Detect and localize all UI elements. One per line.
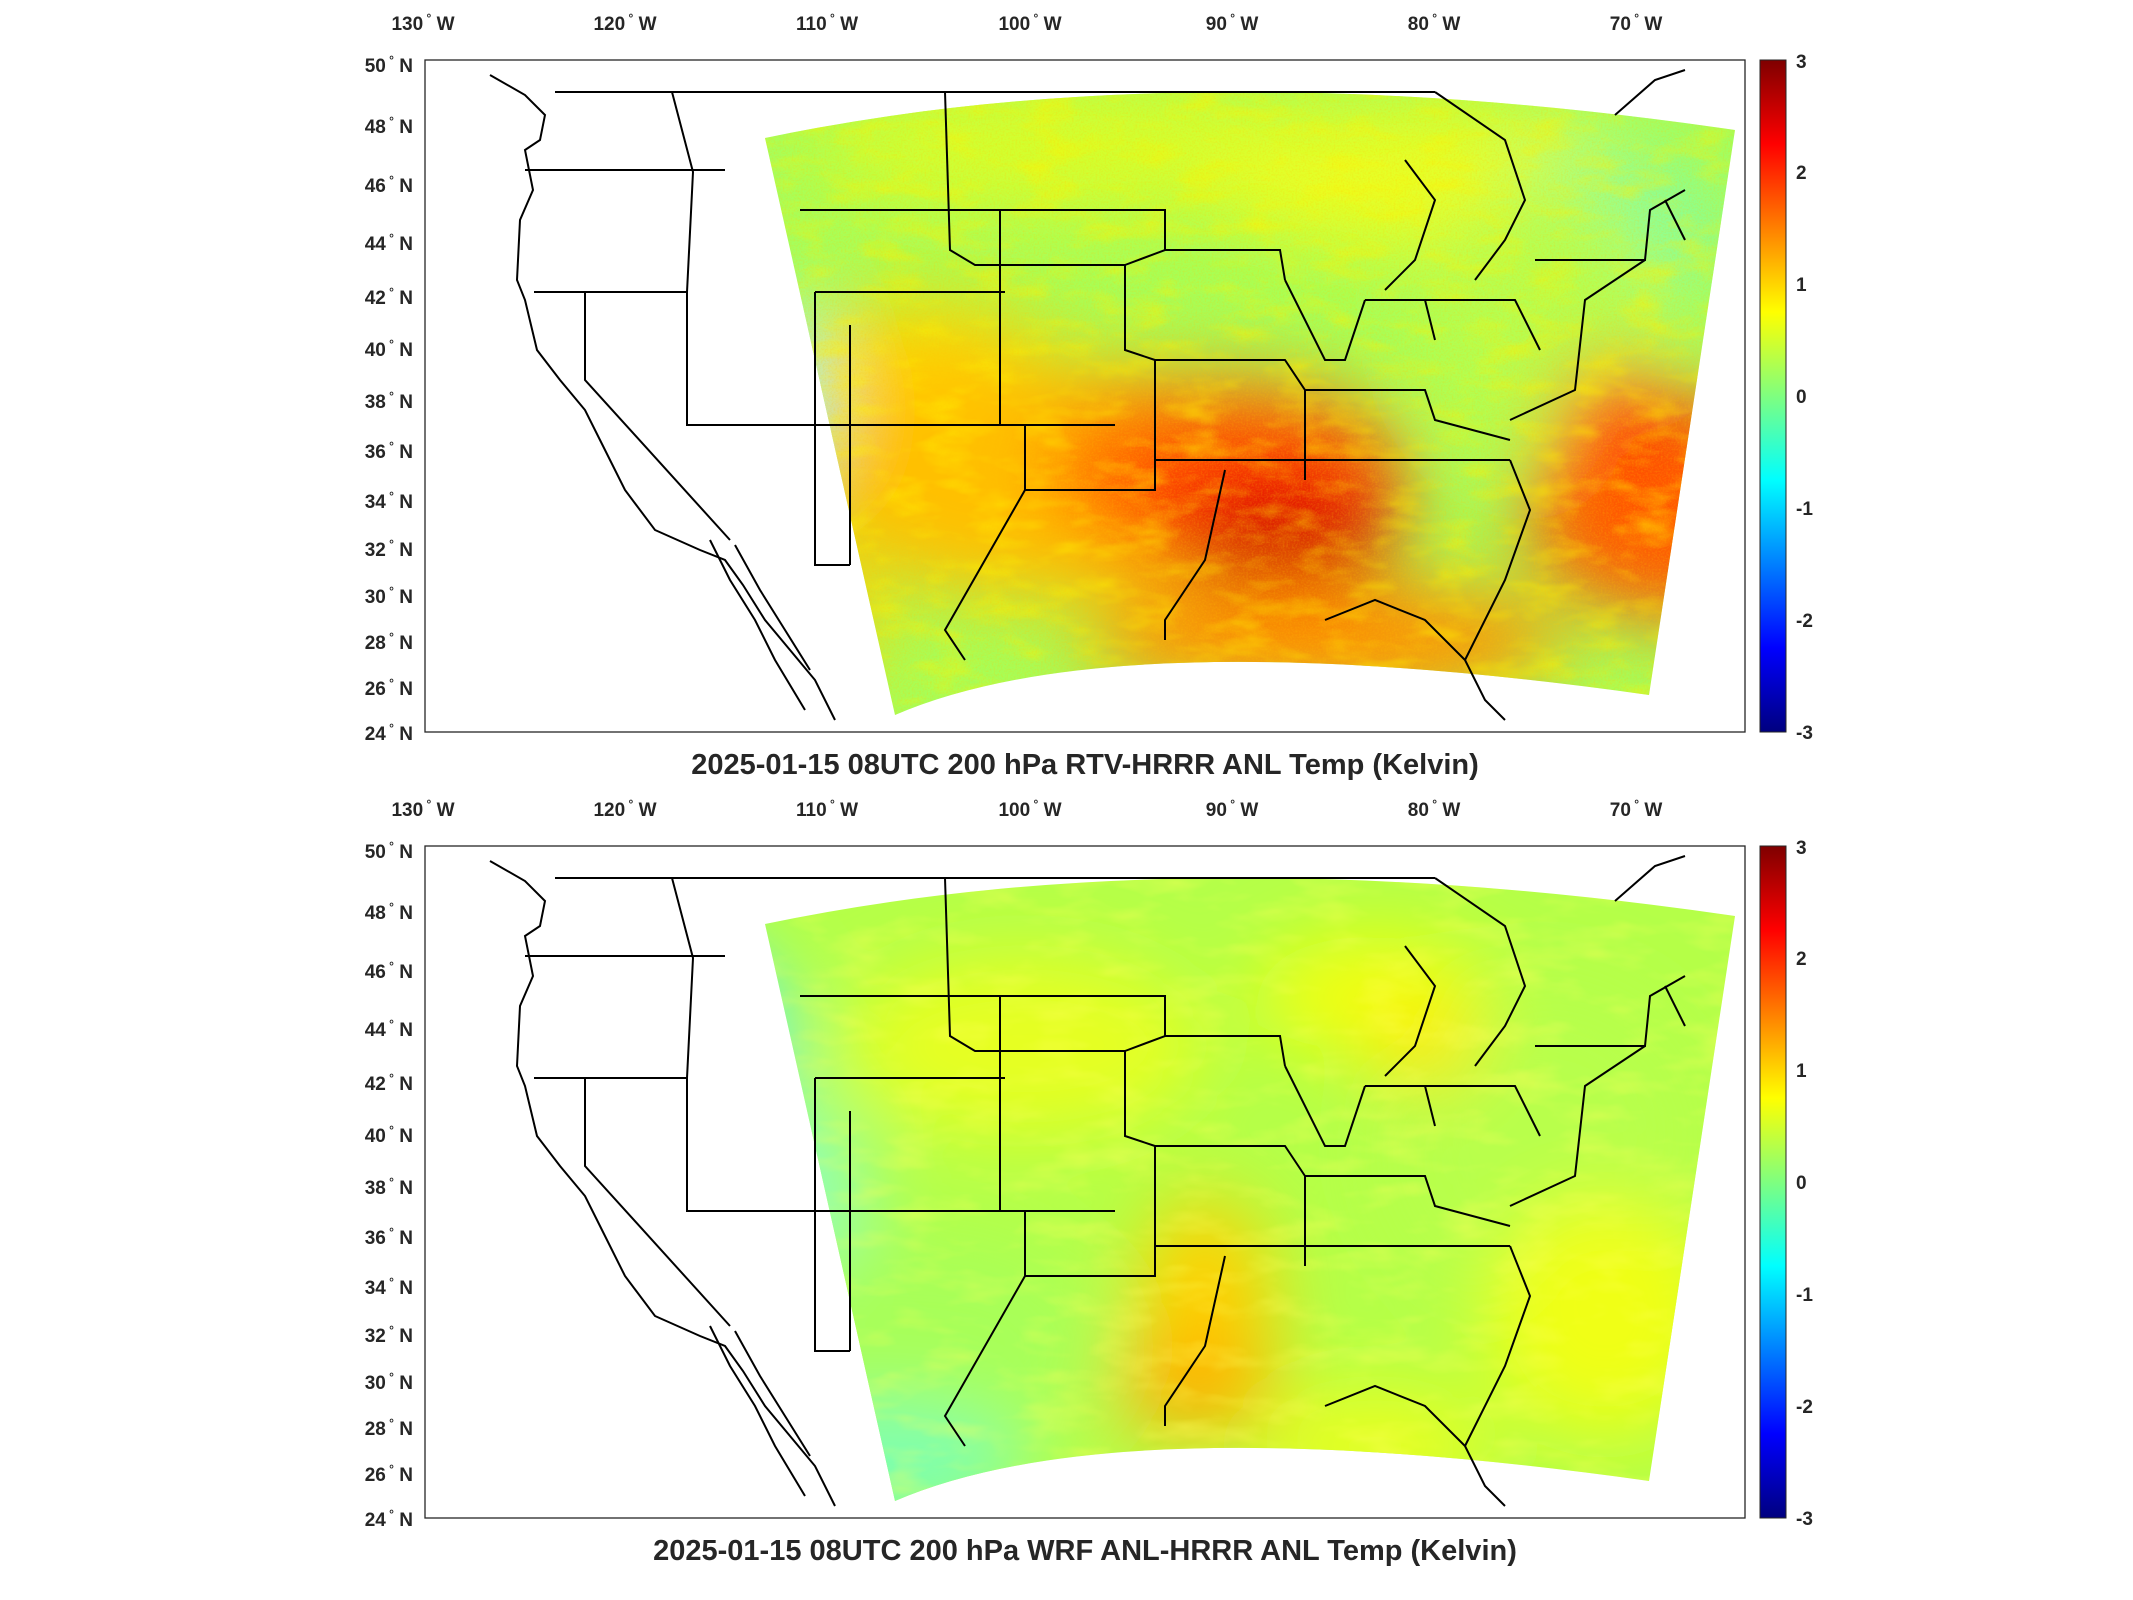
lat-label: 24 ° N [365, 1507, 413, 1531]
lat-label: 42 ° N [365, 285, 413, 309]
lon-label: 110 ° W [796, 11, 858, 35]
lon-label: 70 ° W [1610, 797, 1663, 821]
colorbar-tick: 2 [1796, 163, 1807, 184]
lat-tick-labels: 50 ° N 48 ° N 46 ° N 44 ° N 42 ° N 40 ° … [365, 53, 413, 745]
colorbar-tick: -1 [1796, 499, 1813, 520]
lon-label: 120 ° W [593, 797, 656, 821]
lon-label: 70 ° W [1610, 11, 1663, 35]
colorbar-tick: -2 [1796, 611, 1813, 632]
lat-label: 42 ° N [365, 1071, 413, 1095]
lat-label: 40 ° N [365, 337, 413, 361]
colorbar-tick: -3 [1796, 1509, 1813, 1530]
lat-label: 32 ° N [365, 1323, 413, 1347]
colorbar: 3 2 1 0 -1 -2 -3 [1759, 838, 1813, 1530]
lat-label: 50 ° N [365, 839, 413, 863]
coastlines-and-borders [489, 69, 1686, 721]
lat-label: 30 ° N [365, 1370, 413, 1394]
lat-label: 30 ° N [365, 584, 413, 608]
lon-label: 100 ° W [998, 797, 1061, 821]
lat-label: 36 ° N [365, 439, 413, 463]
lat-label: 46 ° N [365, 173, 413, 197]
colorbar-tick: 1 [1796, 1061, 1807, 1082]
lon-label: 130 ° W [391, 11, 454, 35]
lat-label: 38 ° N [365, 389, 413, 413]
lat-label: 48 ° N [365, 900, 413, 924]
colorbar-tick: 1 [1796, 275, 1807, 296]
lat-label: 38 ° N [365, 1175, 413, 1199]
lat-label: 50 ° N [365, 53, 413, 77]
colorbar-tick: 0 [1796, 1173, 1807, 1194]
colorbar-tick: -2 [1796, 1397, 1813, 1418]
colorbar-tick: 0 [1796, 387, 1807, 408]
lon-label: 80 ° W [1408, 797, 1461, 821]
lat-label: 28 ° N [365, 630, 413, 654]
lat-label: 44 ° N [365, 1017, 413, 1041]
lat-label: 44 ° N [365, 231, 413, 255]
lat-label: 36 ° N [365, 1225, 413, 1249]
panel-top: 130 ° W 120 ° W 110 ° W 100 ° W 90 ° W 8… [365, 11, 1814, 781]
lon-label: 110 ° W [796, 797, 858, 821]
lon-tick-labels: 130 ° W 120 ° W 110 ° W 100 ° W 90 ° W 8… [391, 11, 1662, 35]
lat-label: 34 ° N [365, 489, 413, 513]
lon-label: 90 ° W [1206, 11, 1259, 35]
colorbar-tick: -1 [1796, 1285, 1813, 1306]
lon-label: 130 ° W [391, 797, 454, 821]
lon-label: 90 ° W [1206, 797, 1259, 821]
lat-label: 34 ° N [365, 1275, 413, 1299]
lon-label: 120 ° W [593, 11, 656, 35]
colorbar-tick: 3 [1796, 52, 1807, 73]
panel-title: 2025-01-15 08UTC 200 hPa WRF ANL-HRRR AN… [653, 1535, 1517, 1567]
lat-label: 28 ° N [365, 1416, 413, 1440]
lat-label: 48 ° N [365, 114, 413, 138]
lat-label: 24 ° N [365, 721, 413, 745]
lon-tick-labels: 130 ° W 120 ° W 110 ° W 100 ° W 90 ° W 8… [391, 797, 1662, 821]
coastlines-and-borders [489, 855, 1686, 1507]
lat-label: 40 ° N [365, 1123, 413, 1147]
colorbar-tick: -3 [1796, 723, 1813, 744]
lat-label: 26 ° N [365, 1462, 413, 1486]
colorbar-tick: 3 [1796, 838, 1807, 859]
lon-label: 80 ° W [1408, 11, 1461, 35]
panel-bottom: 130 ° W 120 ° W 110 ° W 100 ° W 90 ° W 8… [365, 797, 1814, 1567]
lat-label: 26 ° N [365, 676, 413, 700]
lat-label: 46 ° N [365, 959, 413, 983]
lon-label: 100 ° W [998, 11, 1061, 35]
panel-title: 2025-01-15 08UTC 200 hPa RTV-HRRR ANL Te… [691, 749, 1479, 781]
colorbar: 3 2 1 0 -1 -2 -3 [1759, 52, 1813, 744]
colorbar-tick: 2 [1796, 949, 1807, 970]
lat-tick-labels: 50 ° N 48 ° N 46 ° N 44 ° N 42 ° N 40 ° … [365, 839, 413, 1531]
lat-label: 32 ° N [365, 537, 413, 561]
